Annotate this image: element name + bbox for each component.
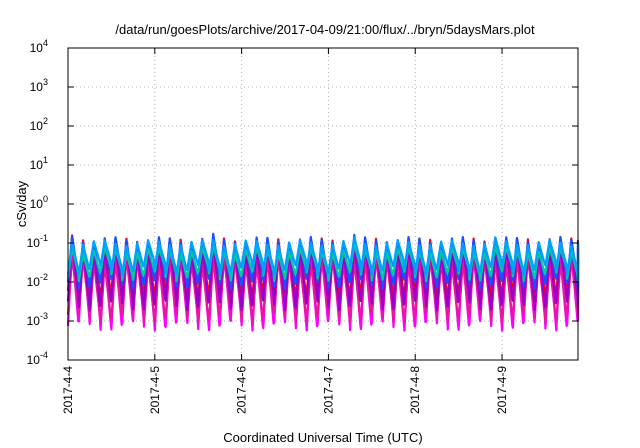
y-tick-label: 103 [30,77,48,94]
chart-title: /data/run/goesPlots/archive/2017-04-09/2… [115,22,535,37]
series-line [66,240,580,312]
y-tick-label: 100 [30,194,48,211]
series-line [66,243,580,283]
x-tick-label: 2017-4-7 [321,366,335,414]
y-tick-label: 10-1 [27,233,48,250]
x-tick-label: 2017-4-4 [61,366,75,414]
y-tick-label: 102 [30,116,48,133]
x-tick-label: 2017-4-5 [148,366,162,414]
y-tick-label: 10-3 [27,311,48,328]
series-line [66,232,580,290]
series-line [66,254,580,324]
series-line [66,236,580,277]
series-group [66,232,580,332]
y-tick-label: 10-2 [27,272,48,289]
y-tick-label: 104 [30,38,48,55]
x-axis-ticks: 2017-4-4 2017-4-5 2017-4-6 2017-4-7 2017-4-8… [61,48,509,414]
x-tick-label: 2017-4-8 [408,366,422,414]
x-axis-label: Coordinated Universal Time (UTC) [223,430,422,445]
y-axis-label: cSv/day [14,180,29,227]
x-tick-label: 2017-4-6 [235,366,249,414]
y-tick-label: 10-4 [27,350,48,367]
x-tick-label: 2017-4-9 [495,366,509,414]
y-tick-label: 101 [30,155,48,172]
